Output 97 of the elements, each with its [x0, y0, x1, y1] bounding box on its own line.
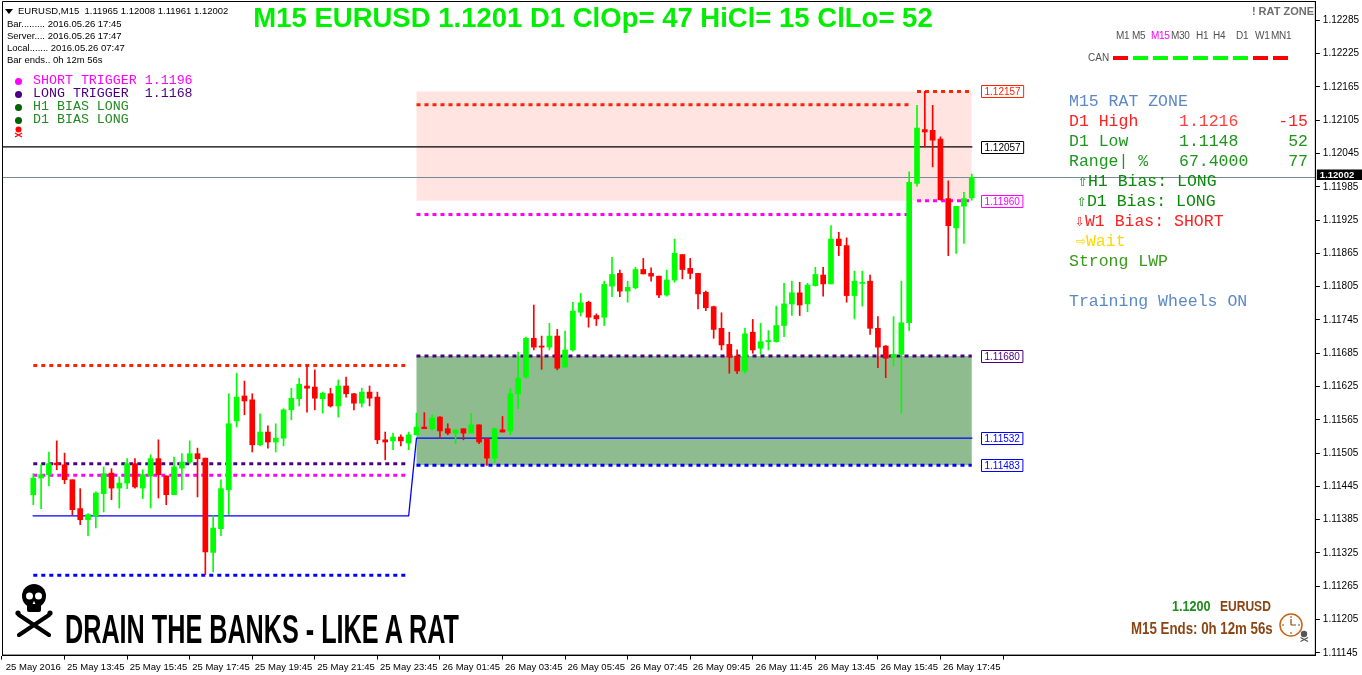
y-tick-label: 1.11205 — [1322, 613, 1359, 625]
annotation: Training Wheels ON — [1069, 292, 1248, 312]
annotation: ⇧D1 Bias: LONG — [1077, 192, 1216, 212]
annotation: Bar......... 2016.05.26 17:45 — [7, 17, 122, 30]
y-tick-label: 1.11505 — [1322, 446, 1359, 458]
annotation: D1 High — [1069, 112, 1139, 132]
x-tick-label: 25 May 2016 — [5, 660, 61, 672]
annotation: LONG TRIGGER 1.1168 — [33, 86, 193, 101]
x-tick-label: 26 May 03:45 — [505, 660, 563, 672]
annotation: ! RAT ZONE — [1251, 5, 1314, 19]
annotation: M15 Ends: 0h 12m 56s — [1131, 619, 1273, 639]
annotation: Local....... 2016.05.26 07:47 — [7, 41, 125, 54]
x-tick-label: 26 May 11:45 — [755, 660, 813, 672]
candlestick — [382, 431, 389, 461]
x-tick-label: 25 May 15:45 — [129, 660, 188, 672]
y-tick-label: 1.11385 — [1322, 513, 1359, 525]
y-tick-label: 1.11685 — [1322, 347, 1359, 359]
ref-line-label: 1.12002 — [1319, 168, 1355, 180]
annotation: 1.1148 — [1179, 132, 1239, 152]
y-tick-label: 1.11745 — [1322, 313, 1359, 325]
x-tick-label: 25 May 23:45 — [379, 660, 438, 672]
annotation: H1 BIAS LONG — [33, 99, 129, 114]
annotation: W1 — [1255, 30, 1270, 42]
y-tick-label: 1.11805 — [1322, 280, 1359, 292]
chart-title: M15 EURUSD 1.1201 D1 ClOp= 47 HiCl= 15 ClLo= 52 — [253, 2, 933, 34]
annotation: M15 — [1151, 30, 1170, 42]
annotation: Strong LWP — [1069, 252, 1169, 272]
y-tick-label: 1.12165 — [1322, 80, 1360, 92]
x-tick-label: 26 May 01:45 — [442, 660, 501, 672]
candlestick — [859, 270, 866, 307]
y-tick-label: 1.12225 — [1322, 47, 1360, 59]
y-tick-label: 1.11985 — [1322, 180, 1359, 192]
candlestick — [390, 432, 396, 451]
candlestick — [38, 464, 44, 509]
annotation: 52 — [1288, 132, 1308, 152]
y-tick-label: 1.11925 — [1322, 213, 1359, 225]
y-tick-label: 1.11145 — [1322, 646, 1358, 658]
annotation: ⇩W1 Bias: SHORT — [1075, 212, 1224, 232]
x-tick-label: 25 May 21:45 — [317, 660, 375, 672]
annotation: 1.12157 — [984, 85, 1022, 97]
x-tick-label: 25 May 13:45 — [67, 660, 125, 672]
y-tick-label: 1.11445 — [1322, 480, 1359, 492]
x-tick-label: 25 May 17:45 — [192, 660, 250, 672]
annotation: Server.... 2016.05.26 17:47 — [7, 29, 122, 42]
annotation: H1 — [1196, 30, 1209, 42]
annotation: EURUSD — [1220, 597, 1271, 615]
x-tick-label: 26 May 09:45 — [692, 660, 751, 672]
x-tick-label: 26 May 07:45 — [630, 660, 688, 672]
annotation: D1 BIAS LONG — [33, 112, 129, 128]
annotation: 77 — [1288, 152, 1308, 172]
y-tick-label: 1.11265 — [1322, 580, 1359, 592]
annotation: ⇨Wait — [1076, 232, 1126, 252]
y-tick-label: 1.11565 — [1322, 413, 1359, 425]
y-tick-label: 1.12105 — [1322, 114, 1360, 126]
annotation: 1.11483 — [984, 459, 1021, 471]
y-tick-label: 1.11325 — [1322, 546, 1359, 558]
y-tick-label: 1.11625 — [1322, 380, 1359, 392]
x-tick-label: 26 May 17:45 — [942, 660, 1001, 672]
annotation: 1.12057 — [984, 141, 1022, 153]
candlestick — [53, 440, 60, 471]
annotation: 1.1216 — [1179, 112, 1239, 132]
candlestick — [272, 423, 279, 453]
annotation: ⇧H1 Bias: LONG — [1078, 172, 1217, 192]
y-tick-label: 1.12045 — [1322, 147, 1360, 159]
y-tick-label: 1.11865 — [1322, 247, 1359, 259]
candlestick — [179, 453, 185, 491]
annotation: 1.11680 — [984, 350, 1021, 362]
candlestick — [530, 304, 537, 351]
annotation: M30 — [1171, 30, 1190, 42]
annotation: Bar ends.. 0h 12m 56s — [7, 54, 103, 66]
annotation: 1.11532 — [984, 432, 1021, 444]
candlestick — [116, 476, 123, 509]
candlestick — [421, 412, 428, 430]
annotation: MN1 — [1271, 30, 1292, 42]
annotation: M1 — [1116, 30, 1130, 42]
annotation: SHORT TRIGGER 1.1196 — [33, 73, 193, 88]
x-tick-label: 26 May 13:45 — [817, 660, 876, 672]
candlestick — [922, 91, 928, 148]
annotation: 1.1200 — [1172, 597, 1211, 615]
annotation: EURUSD,M15 1.11965 1.12008 1.11961 1.12002 — [18, 5, 229, 17]
candlestick — [304, 364, 310, 413]
annotation: H4 — [1213, 30, 1226, 42]
annotation: 67.4000 — [1179, 152, 1249, 172]
candlestick — [961, 192, 967, 244]
annotation: M15 RAT ZONE — [1069, 92, 1188, 112]
annotation: DRAIN THE BANKS - LIKE A RAT — [65, 606, 459, 653]
annotation: Range| % — [1069, 152, 1149, 172]
x-tick-label: 26 May 15:45 — [880, 660, 938, 672]
x-tick-label: 25 May 19:45 — [254, 660, 313, 672]
y-tick-label: 1.12285 — [1322, 14, 1360, 26]
annotation: D1 — [1236, 30, 1249, 42]
annotation: D1 Low — [1069, 132, 1129, 152]
annotation: M5 — [1132, 30, 1146, 42]
annotation: 1.11960 — [984, 195, 1021, 207]
x-tick-label: 26 May 05:45 — [567, 660, 626, 672]
annotation: CAN — [1088, 52, 1110, 64]
annotation: -15 — [1278, 112, 1308, 132]
